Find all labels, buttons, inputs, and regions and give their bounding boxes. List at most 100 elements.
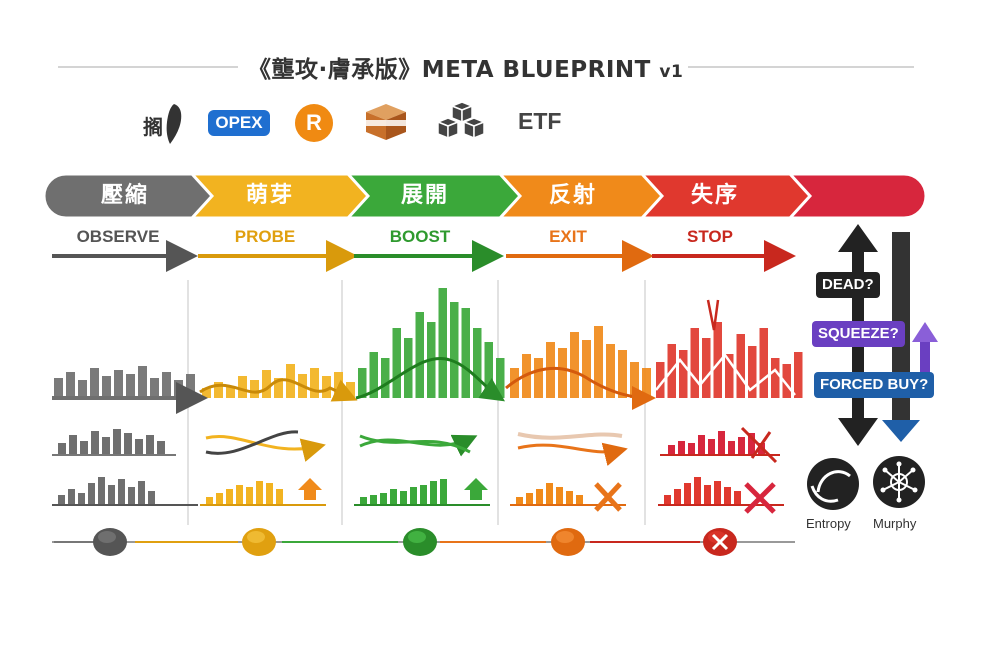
- main-bar-0-11: [186, 374, 195, 398]
- bot-bar-1-6: [266, 483, 273, 505]
- bot-bar-3-0: [516, 497, 523, 505]
- title-rule-left: [58, 66, 238, 68]
- bot-bar-3-2: [536, 489, 543, 505]
- mid-bar-0-5: [113, 429, 121, 455]
- mid-bar-4-7: [738, 437, 745, 455]
- main-bar-1-10: [322, 376, 331, 398]
- mid-bar-0-0: [58, 443, 66, 455]
- main-bar-4-2: [679, 350, 688, 398]
- phase-label-0: 壓縮: [100, 183, 149, 208]
- main-bar-3-8: [606, 344, 615, 398]
- forced-buy-arrow-down: [882, 420, 920, 442]
- bot-bar-0-4: [98, 477, 105, 505]
- main-bar-0-3: [90, 368, 99, 398]
- bot-bar-2-4: [400, 491, 407, 505]
- main-bar-1-3: [238, 376, 247, 398]
- main-bar-2-12: [496, 358, 505, 398]
- title-bar: 《壟攻·膚承版》META BLUEPRINT v1: [0, 44, 1004, 88]
- mid-bar-4-2: [688, 443, 695, 455]
- r-badge: R: [295, 104, 333, 142]
- mid-bar-0-1: [69, 435, 77, 455]
- cubes-icon: [435, 102, 487, 140]
- main-bar-3-2: [534, 358, 543, 398]
- main-bar-2-0: [358, 368, 367, 398]
- status-dot-shine-3: [556, 531, 574, 543]
- murphy-caption: Murphy: [873, 516, 917, 531]
- main-bar-4-0: [656, 362, 665, 398]
- mid-x-4: [740, 426, 778, 464]
- phase-label-1: 萌芽: [245, 183, 294, 208]
- bot-bar-0-5: [108, 485, 115, 505]
- main-bar-2-10: [473, 328, 482, 398]
- main-bar-2-9: [461, 308, 470, 398]
- main-bar-1-4: [250, 380, 259, 398]
- main-bar-2-2: [381, 358, 390, 398]
- x-mark-4: [744, 482, 776, 514]
- title-version: v1: [659, 62, 684, 82]
- main-bar-0-0: [54, 378, 63, 398]
- mid-bar-0-4: [102, 437, 110, 455]
- wave-line-2: [355, 356, 505, 402]
- mid-cross-2b: [359, 434, 471, 454]
- bot-bar-2-3: [390, 489, 397, 505]
- wave-line-4: [655, 352, 796, 396]
- bot-bar-4-5: [714, 481, 721, 505]
- main-bar-1-1: [214, 382, 223, 398]
- main-bar-0-1: [66, 372, 75, 398]
- entropy-swirl: [810, 470, 851, 503]
- bot-bar-4-6: [724, 487, 731, 505]
- box-icon: [366, 104, 406, 140]
- status-x-icon: [711, 533, 729, 551]
- phase-label-4: 失序: [690, 183, 739, 208]
- bot-bar-4-2: [684, 483, 691, 505]
- main-bar-2-7: [438, 288, 447, 398]
- mid-bar-0-9: [157, 441, 165, 455]
- bot-bar-0-3: [88, 483, 95, 505]
- bot-bar-2-1: [370, 495, 377, 505]
- bot-bar-2-0: [360, 497, 367, 505]
- squeeze-arrow-shaft: [920, 340, 930, 398]
- bot-bar-0-7: [128, 487, 135, 505]
- main-bar-2-1: [369, 352, 378, 398]
- mid-bar-4-0: [668, 445, 675, 455]
- main-bar-1-5: [262, 370, 271, 398]
- etf-label: ETF: [518, 108, 562, 134]
- bot-bar-4-7: [734, 491, 741, 505]
- bot-bar-4-4: [704, 485, 711, 505]
- main-bar-4-5: [713, 322, 722, 398]
- bot-bar-4-1: [674, 489, 681, 505]
- phase-chevron-5: [786, 172, 928, 220]
- bot-bar-3-5: [566, 491, 573, 505]
- wave-line-3: [505, 366, 656, 410]
- bot-bar-0-1: [68, 489, 75, 505]
- status-dot-shine-1: [247, 531, 265, 543]
- bot-bar-3-1: [526, 493, 533, 505]
- mid-cross-3a: [517, 432, 623, 440]
- up-arrow-1: [292, 478, 322, 500]
- main-bar-4-8: [748, 346, 757, 398]
- main-bar-4-12: [794, 352, 803, 398]
- mid-bar-4-4: [708, 439, 715, 455]
- main-bar-1-9: [310, 368, 319, 398]
- main-bar-0-5: [114, 370, 123, 398]
- main-bar-3-10: [630, 362, 639, 398]
- sub-label-2: BOOST: [389, 227, 451, 246]
- up-arrow-2: [458, 478, 488, 500]
- mid-bar-4-3: [698, 435, 705, 455]
- main-bar-2-3: [392, 328, 401, 398]
- bot-bar-0-0: [58, 495, 65, 505]
- murphy-spoke-1: [898, 469, 914, 483]
- main-bar-4-3: [690, 328, 699, 398]
- main-bar-4-4: [702, 338, 711, 398]
- main-bar-2-11: [484, 342, 493, 398]
- status-dot-shine-2: [408, 531, 426, 543]
- bot-bar-1-5: [256, 481, 263, 505]
- mid-bar-4-1: [678, 441, 685, 455]
- page-title: 《壟攻·膚承版》META BLUEPRINT v1: [248, 50, 683, 84]
- mid-bar-0-6: [124, 433, 132, 455]
- main-bar-2-8: [450, 302, 459, 398]
- main-bar-0-6: [126, 374, 135, 398]
- main-bar-3-4: [558, 348, 567, 398]
- main-bar-3-11: [642, 368, 651, 398]
- dead-arrow-up: [838, 224, 878, 252]
